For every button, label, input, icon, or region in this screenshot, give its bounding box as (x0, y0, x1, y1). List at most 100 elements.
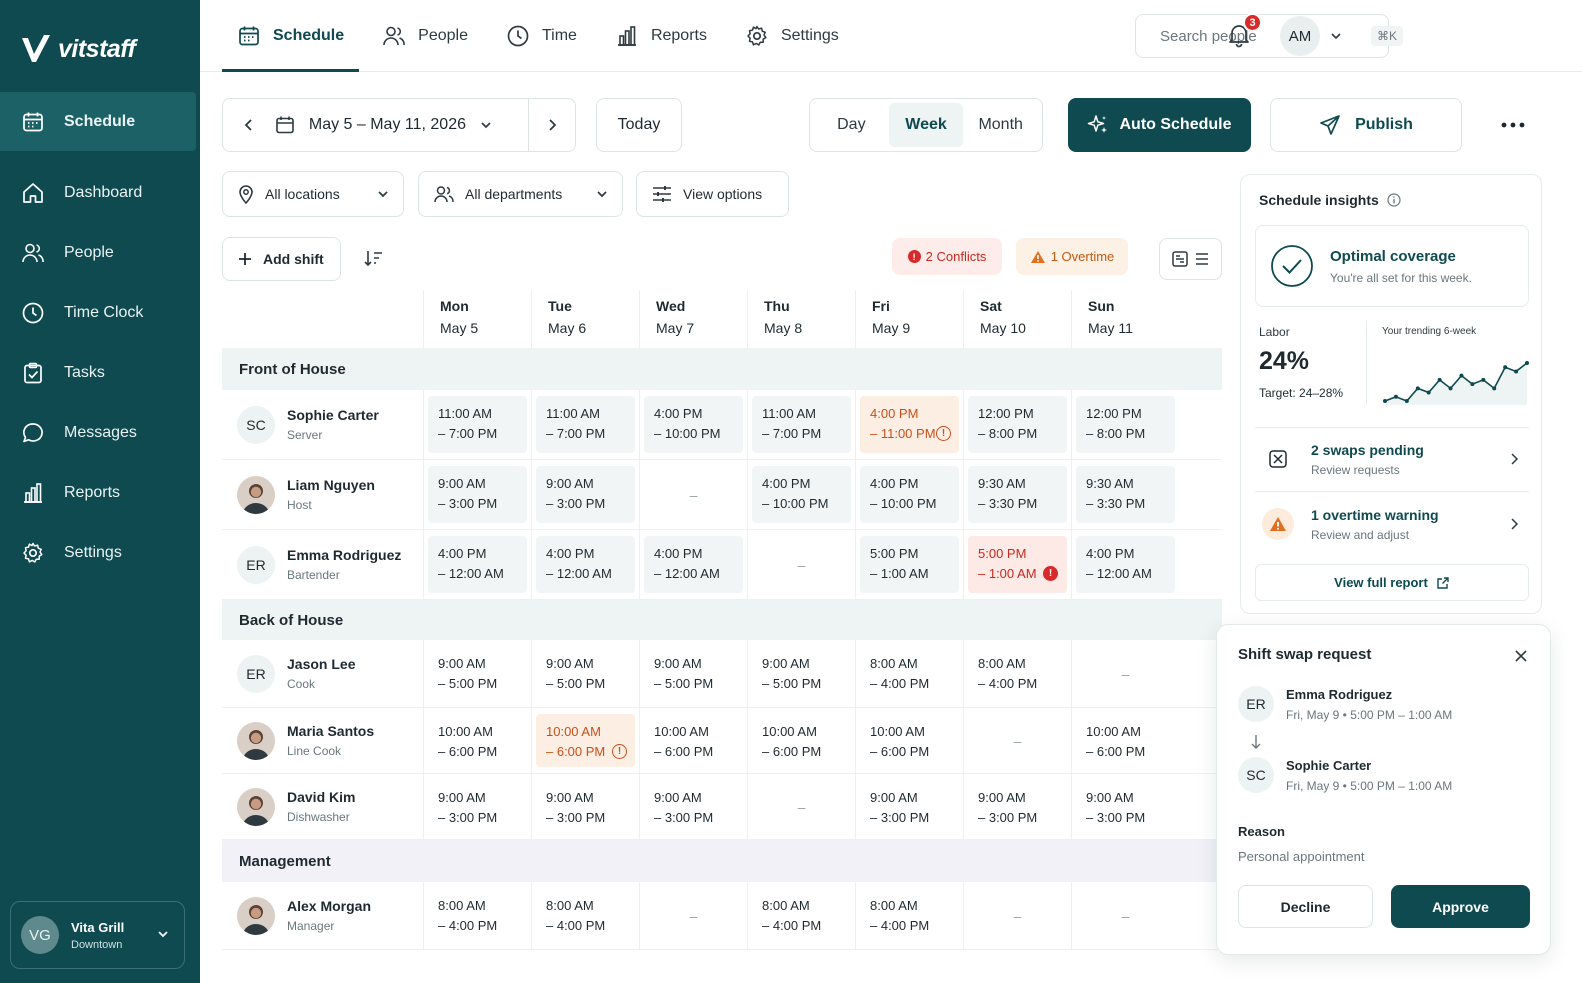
shift-block[interactable]: 9:00 AM – 3:00 PM (536, 466, 635, 523)
publish-button[interactable]: Publish (1270, 98, 1462, 152)
shift-cell[interactable]: 4:00 PM – 10:00 PM (747, 460, 855, 529)
shift-block[interactable]: 9:00 AM – 3:00 PM (644, 780, 743, 833)
shift-cell[interactable]: 9:00 AM – 3:00 PM (963, 774, 1071, 839)
shift-block[interactable]: 8:00 AM – 4:00 PM (536, 888, 635, 943)
date-range-dropdown[interactable]: May 5 – May 11, 2026 (275, 98, 528, 152)
shift-block[interactable]: 9:00 AM – 3:00 PM (536, 780, 635, 833)
sort-icon[interactable] (363, 249, 383, 267)
location-filter[interactable]: All locations (222, 171, 404, 217)
shift-block[interactable]: 4:00 PM – 12:00 AM (428, 536, 527, 593)
tab-people[interactable]: People (367, 0, 483, 72)
prev-week-button[interactable] (223, 98, 275, 152)
shift-cell[interactable]: 8:00 AM – 4:00 PM (423, 882, 531, 949)
shift-cell[interactable]: 4:00 PM – 12:00 AM (1071, 530, 1179, 599)
shift-cell[interactable]: 12:00 PM – 8:00 PM (1071, 390, 1179, 459)
shift-cell[interactable]: 8:00 AM – 4:00 PM (855, 882, 963, 949)
employee-cell[interactable]: Maria Santos Line Cook (222, 708, 423, 773)
overtime-warning-item[interactable]: 1 overtime warning Review and adjust (1255, 493, 1529, 555)
shift-cell[interactable]: 10:00 AM – 6:00 PM (1071, 708, 1179, 773)
shift-cell[interactable]: 9:30 AM – 3:30 PM (963, 460, 1071, 529)
view-options-button[interactable]: View options (636, 171, 789, 217)
close-icon[interactable] (1514, 649, 1528, 663)
sidebar-item-time-clock[interactable]: Time Clock (0, 283, 200, 342)
sidebar-item-schedule[interactable]: Schedule (0, 92, 196, 151)
shift-cell[interactable]: 10:00 AM – 6:00 PM (747, 708, 855, 773)
shift-block[interactable]: 9:00 AM – 5:00 PM (536, 646, 635, 701)
shift-block[interactable]: 4:00 PM – 12:00 AM (536, 536, 635, 593)
sidebar-item-reports[interactable]: Reports (0, 463, 200, 522)
empty-shift-cell[interactable]: – (1071, 882, 1179, 949)
user-avatar[interactable]: AM (1280, 16, 1320, 56)
shift-block[interactable]: 12:00 PM – 8:00 PM (1076, 396, 1175, 453)
employee-cell[interactable]: David Kim Dishwasher (222, 774, 423, 839)
employee-cell[interactable]: Alex Morgan Manager (222, 882, 423, 949)
approve-button[interactable]: Approve (1391, 885, 1530, 928)
shift-block[interactable]: 12:00 PM – 8:00 PM (968, 396, 1067, 453)
shift-block[interactable]: 10:00 AM – 6:00 PM (1076, 714, 1175, 767)
sidebar-item-dashboard[interactable]: Dashboard (0, 163, 200, 222)
shift-cell[interactable]: 9:00 AM – 5:00 PM (531, 640, 639, 707)
shift-block[interactable]: 11:00 AM – 7:00 PM (752, 396, 851, 453)
shift-cell[interactable]: 4:00 PM – 12:00 AM (423, 530, 531, 599)
shift-cell[interactable]: 11:00 AM – 7:00 PM (747, 390, 855, 459)
shift-cell[interactable]: 9:00 AM – 5:00 PM (639, 640, 747, 707)
empty-shift-cell[interactable]: – (963, 708, 1071, 773)
employee-cell[interactable]: ER Emma Rodriguez Bartender (222, 530, 423, 599)
more-options-icon[interactable] (1500, 117, 1526, 133)
shift-cell[interactable]: 10:00 AM – 6:00 PM (855, 708, 963, 773)
shift-block[interactable]: 5:00 PM – 1:00 AM (860, 536, 959, 593)
shift-cell[interactable]: 4:00 PM – 12:00 AM (531, 530, 639, 599)
shift-block[interactable]: 4:00 PM – 10:00 PM (752, 466, 851, 523)
shift-block[interactable]: 11:00 AM – 7:00 PM (536, 396, 635, 453)
grid-view-icon[interactable] (1171, 250, 1189, 268)
tab-reports[interactable]: Reports (600, 0, 722, 72)
employee-cell[interactable]: SC Sophie Carter Server (222, 390, 423, 459)
department-filter[interactable]: All departments (418, 171, 623, 217)
shift-cell[interactable]: 9:00 AM – 3:00 PM (639, 774, 747, 839)
empty-shift-cell[interactable]: – (1071, 640, 1179, 707)
sidebar-item-settings[interactable]: Settings (0, 523, 200, 582)
shift-cell[interactable]: 9:00 AM – 3:00 PM (531, 774, 639, 839)
shift-cell[interactable]: 10:00 AM – 6:00 PM! (531, 708, 639, 773)
shift-block[interactable]: 8:00 AM – 4:00 PM (428, 888, 527, 943)
swaps-pending-item[interactable]: 2 swaps pending Review requests (1255, 428, 1529, 490)
auto-schedule-button[interactable]: Auto Schedule (1068, 98, 1251, 152)
shift-cell[interactable]: 9:00 AM – 3:00 PM (531, 460, 639, 529)
shift-block[interactable]: 9:00 AM – 3:00 PM (968, 780, 1067, 833)
shift-block[interactable]: 9:00 AM – 3:00 PM (428, 466, 527, 523)
shift-block[interactable]: 10:00 AM – 6:00 PM! (536, 714, 635, 767)
empty-shift-cell[interactable]: – (963, 882, 1071, 949)
shift-block[interactable]: 5:00 PM – 1:00 AM! (968, 536, 1067, 593)
shift-block[interactable]: 9:30 AM – 3:30 PM (1076, 466, 1175, 523)
shift-block[interactable]: 11:00 AM – 7:00 PM (428, 396, 527, 453)
account-switcher[interactable]: VG Vita Grill Downtown (10, 901, 185, 969)
shift-block[interactable]: 4:00 PM – 12:00 AM (1076, 536, 1175, 593)
shift-cell[interactable]: 11:00 AM – 7:00 PM (531, 390, 639, 459)
shift-block[interactable]: 9:00 AM – 5:00 PM (752, 646, 851, 701)
bell-icon[interactable] (1227, 22, 1251, 48)
brand-logo[interactable]: vitstaff (20, 32, 136, 66)
tab-schedule[interactable]: Schedule (222, 0, 360, 72)
decline-button[interactable]: Decline (1238, 885, 1373, 928)
view-full-report-button[interactable]: View full report (1255, 564, 1529, 601)
sidebar-item-messages[interactable]: Messages (0, 403, 200, 462)
shift-cell[interactable]: 8:00 AM – 4:00 PM (747, 882, 855, 949)
shift-block[interactable]: 10:00 AM – 6:00 PM (752, 714, 851, 767)
layout-toggle[interactable] (1159, 238, 1222, 280)
shift-cell[interactable]: 4:00 PM – 12:00 AM (639, 530, 747, 599)
view-week-button[interactable]: Week (888, 103, 964, 147)
shift-cell[interactable]: 9:00 AM – 5:00 PM (747, 640, 855, 707)
shift-block[interactable]: 8:00 AM – 4:00 PM (860, 646, 959, 701)
shift-cell[interactable]: 10:00 AM – 6:00 PM (639, 708, 747, 773)
tab-time[interactable]: Time (491, 0, 592, 72)
shift-block[interactable]: 4:00 PM – 10:00 PM (860, 466, 959, 523)
shift-cell[interactable]: 11:00 AM – 7:00 PM (423, 390, 531, 459)
conflicts-badge[interactable]: ! 2 Conflicts (892, 238, 1002, 275)
shift-block[interactable]: 9:00 AM – 3:00 PM (860, 780, 959, 833)
shift-cell[interactable]: 9:00 AM – 5:00 PM (423, 640, 531, 707)
today-button[interactable]: Today (596, 98, 682, 152)
info-icon[interactable] (1387, 193, 1401, 207)
shift-cell[interactable]: 10:00 AM – 6:00 PM (423, 708, 531, 773)
shift-cell[interactable]: 9:00 AM – 3:00 PM (423, 460, 531, 529)
shift-block[interactable]: 4:00 PM – 11:00 PM! (860, 396, 959, 453)
